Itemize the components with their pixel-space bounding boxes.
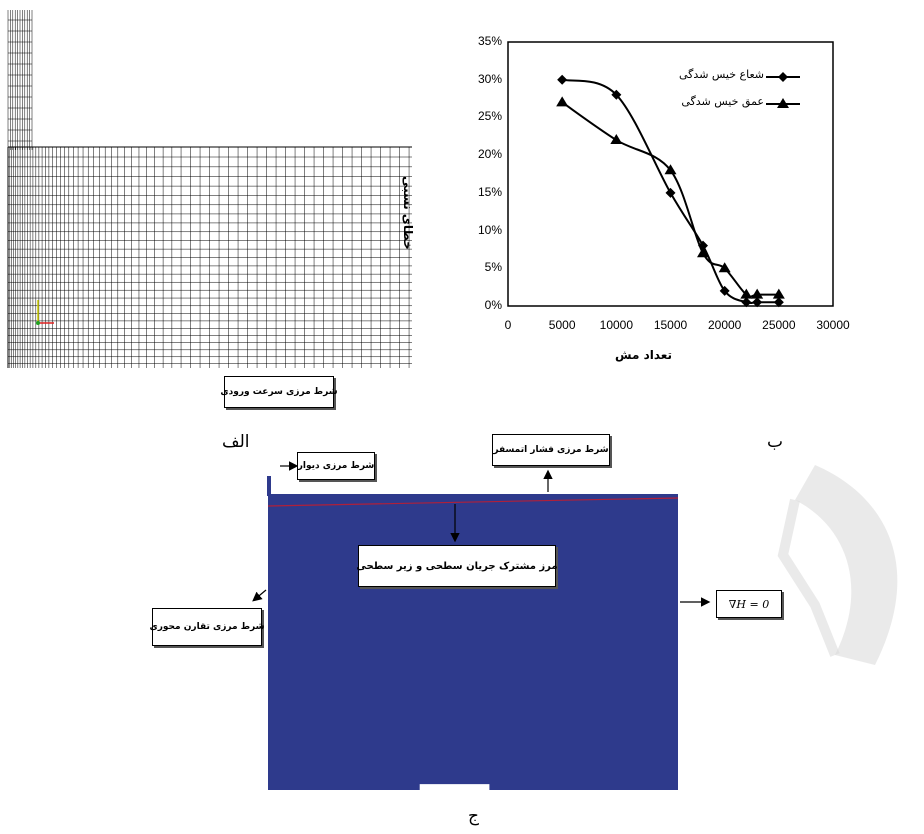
legend-label-radius: شعاع خیس شدگی	[679, 68, 764, 81]
y-tick-label: 35%	[477, 34, 502, 48]
interface-line	[268, 497, 678, 507]
y-tick-label: 15%	[477, 184, 502, 199]
axis-arrow	[252, 589, 267, 602]
x-tick-label: 10000	[599, 318, 634, 332]
plot-frame	[507, 41, 834, 307]
y-tick-label: 30%	[477, 71, 502, 86]
panel-c-caption: ج	[468, 806, 479, 826]
wall-strip	[267, 476, 271, 496]
x-tick-label: 20000	[707, 318, 742, 332]
data-point-diamond	[557, 74, 568, 85]
x-tick-label: 0	[504, 318, 512, 332]
data-point-triangle	[718, 262, 731, 273]
legend-triangle-marker	[777, 98, 789, 108]
y-tick-label: 10%	[477, 222, 502, 237]
coordinate-axes-icon	[36, 300, 54, 325]
watermark-logo	[777, 465, 898, 665]
data-point-diamond	[773, 297, 784, 308]
data-point-triangle	[697, 247, 709, 258]
legend-diamond-marker	[778, 72, 788, 82]
simulation-domain	[268, 494, 678, 790]
y-tick-label: 25%	[477, 109, 502, 124]
panel-b-caption: ب	[767, 432, 784, 452]
x-tick-label: 5000	[548, 318, 576, 332]
interface-label: مرز مشترک جریان سطحی و زیر سطحی	[356, 545, 558, 587]
inlet-velocity-label: شرط مرزی سرعت ورودی	[220, 376, 338, 408]
y-tick-label: 20%	[477, 147, 502, 162]
y-tick-label: 5%	[484, 260, 502, 275]
pressure-boundary-label: شرط مرزی فشار اتمسفر	[492, 434, 610, 466]
mesh-grid	[7, 10, 412, 368]
x-tick-label: 15000	[653, 318, 688, 332]
data-point-triangle	[751, 288, 764, 299]
y-tick-label: 0%	[484, 298, 502, 312]
data-point-diamond	[665, 187, 676, 198]
data-point-triangle	[556, 96, 569, 107]
panel-a-caption: الف	[222, 432, 250, 452]
x-tick-label: 25000	[762, 318, 796, 332]
data-point-diamond	[741, 297, 752, 308]
chart-legend	[766, 72, 800, 108]
data-point-diamond	[719, 285, 730, 296]
data-point-triangle	[740, 288, 753, 299]
data-point-diamond	[611, 89, 622, 100]
data-point-triangle	[772, 288, 785, 299]
convergence-chart	[507, 41, 834, 308]
x-axis-title: تعداد مش	[615, 348, 673, 362]
zero-gradient-label: ∇H = 0	[716, 590, 782, 618]
data-point-triangle	[664, 164, 677, 175]
axisymmetry-boundary-label: شرط مرزی تقارن محوری	[149, 608, 265, 646]
data-point-triangle	[610, 134, 623, 145]
wall-boundary-label: شرط مرزی دیوار	[297, 452, 375, 480]
legend-label-depth: عمق خیس شدگی	[681, 95, 764, 108]
data-point-diamond	[752, 297, 763, 308]
x-tick-label: 30000	[816, 318, 850, 332]
